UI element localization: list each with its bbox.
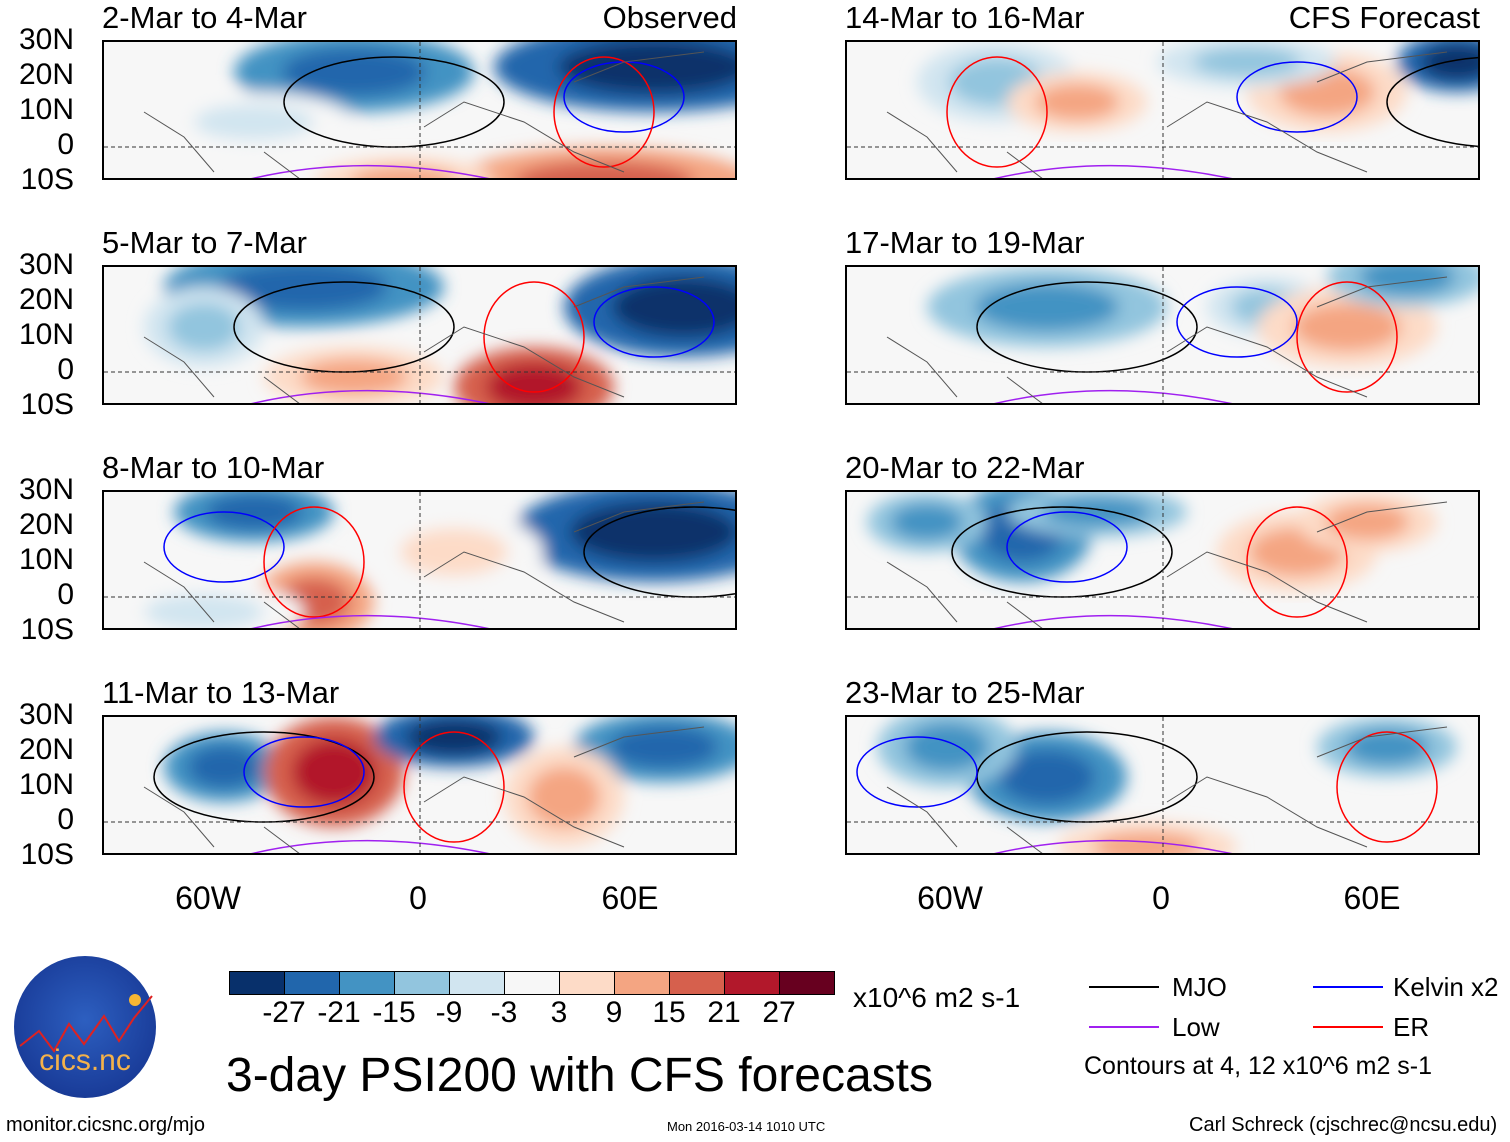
- colorbar-label: -21: [317, 996, 361, 1029]
- lon-label: 60W: [175, 880, 241, 916]
- colorbar-label: 9: [605, 996, 623, 1029]
- legend-mjo: MJO: [1172, 972, 1227, 1002]
- contour-note: Contours at 4, 12 x10^6 m2 s-1: [1084, 1052, 1433, 1080]
- colorbar-label: 27: [762, 996, 796, 1029]
- legend-mjo-line: [1089, 986, 1159, 988]
- lat-label: 30N: [18, 23, 74, 56]
- source-url: monitor.cicsnc.org/mjo: [6, 1114, 205, 1136]
- lat-label: 10N: [18, 768, 74, 801]
- panel-title: 5-Mar to 7-Mar: [102, 225, 307, 260]
- lat-label: 20N: [18, 733, 74, 766]
- panel-title: 17-Mar to 19-Mar: [845, 225, 1085, 260]
- panel-title: 20-Mar to 22-Mar: [845, 450, 1085, 485]
- panel-title: 8-Mar to 10-Mar: [102, 450, 325, 485]
- colorbar-swatch: [450, 972, 505, 994]
- lat-label: 10S: [20, 388, 74, 421]
- cics-logo: cics.nc: [14, 956, 156, 1098]
- lat-label: 0: [57, 353, 74, 386]
- lat-label: 30N: [18, 473, 74, 506]
- lat-label: 10S: [20, 613, 74, 646]
- colorbar-label: -27: [262, 996, 306, 1029]
- credit: Carl Schreck (cjschrec@ncsu.edu): [1189, 1114, 1498, 1136]
- colorbar-label: -15: [372, 996, 416, 1029]
- lat-label: 20N: [18, 508, 74, 541]
- colorbar-swatch: [615, 972, 670, 994]
- lat-label: 10N: [18, 318, 74, 351]
- colorbar-label: 3: [550, 996, 568, 1029]
- lat-label: 0: [57, 128, 74, 161]
- legend-kelvin-line: [1313, 986, 1383, 988]
- panel-title: 14-Mar to 16-Mar: [845, 0, 1085, 35]
- logo-text: cics.nc: [39, 1044, 131, 1077]
- colorbar-label: 15: [652, 996, 686, 1029]
- lon-label: 60W: [917, 880, 983, 916]
- map-panel: [845, 265, 1480, 405]
- colorbar-swatch: [340, 972, 395, 994]
- lat-label: 10S: [20, 163, 74, 196]
- colorbar-label: 21: [707, 996, 741, 1029]
- panel-title: 23-Mar to 25-Mar: [845, 675, 1085, 710]
- colorbar-units: x10^6 m2 s-1: [853, 982, 1021, 1013]
- map-panel: [845, 40, 1480, 180]
- map-panel: [102, 715, 737, 855]
- figure-title: 3-day PSI200 with CFS forecasts: [226, 1049, 933, 1102]
- lon-label: 0: [409, 880, 427, 916]
- colorbar: [229, 971, 835, 995]
- legend-kelvin: Kelvin x2: [1393, 972, 1499, 1002]
- legend-er-line: [1313, 1026, 1383, 1028]
- lat-label: 20N: [18, 283, 74, 316]
- lat-label: 10S: [20, 838, 74, 871]
- colorbar-swatch: [670, 972, 725, 994]
- legend-low-line: [1089, 1026, 1159, 1028]
- lat-label: 10N: [18, 543, 74, 576]
- map-panel: [845, 715, 1480, 855]
- colorbar-swatch: [395, 972, 450, 994]
- lat-label: 0: [57, 578, 74, 611]
- colorbar-swatch: [505, 972, 560, 994]
- lat-label: 20N: [18, 58, 74, 91]
- timestamp: Mon 2016-03-14 1010 UTC: [667, 1119, 826, 1134]
- colorbar-swatch: [560, 972, 615, 994]
- map-panel: [102, 490, 737, 630]
- lon-label: 0: [1152, 880, 1170, 916]
- colorbar-label: -3: [490, 996, 518, 1029]
- panel-tag: CFS Forecast: [1288, 0, 1480, 35]
- lon-label: 60E: [601, 880, 659, 916]
- lat-label: 10N: [18, 93, 74, 126]
- map-panel: [102, 265, 737, 405]
- colorbar-label: -9: [435, 996, 463, 1029]
- panel-title: 11-Mar to 13-Mar: [102, 675, 340, 710]
- colorbar-swatch: [780, 972, 834, 994]
- lat-label: 0: [57, 803, 74, 836]
- map-panel: [102, 40, 737, 180]
- lat-label: 30N: [18, 248, 74, 281]
- map-panel: [845, 490, 1480, 630]
- lon-label: 60E: [1343, 880, 1401, 916]
- panel-title: 2-Mar to 4-Mar: [102, 0, 307, 35]
- legend-low: Low: [1172, 1012, 1220, 1042]
- lat-label: 30N: [18, 698, 74, 731]
- colorbar-swatch: [725, 972, 780, 994]
- colorbar-swatch: [285, 972, 340, 994]
- panel-tag: Observed: [602, 0, 737, 35]
- colorbar-swatch: [230, 972, 285, 994]
- legend-er: ER: [1393, 1012, 1430, 1042]
